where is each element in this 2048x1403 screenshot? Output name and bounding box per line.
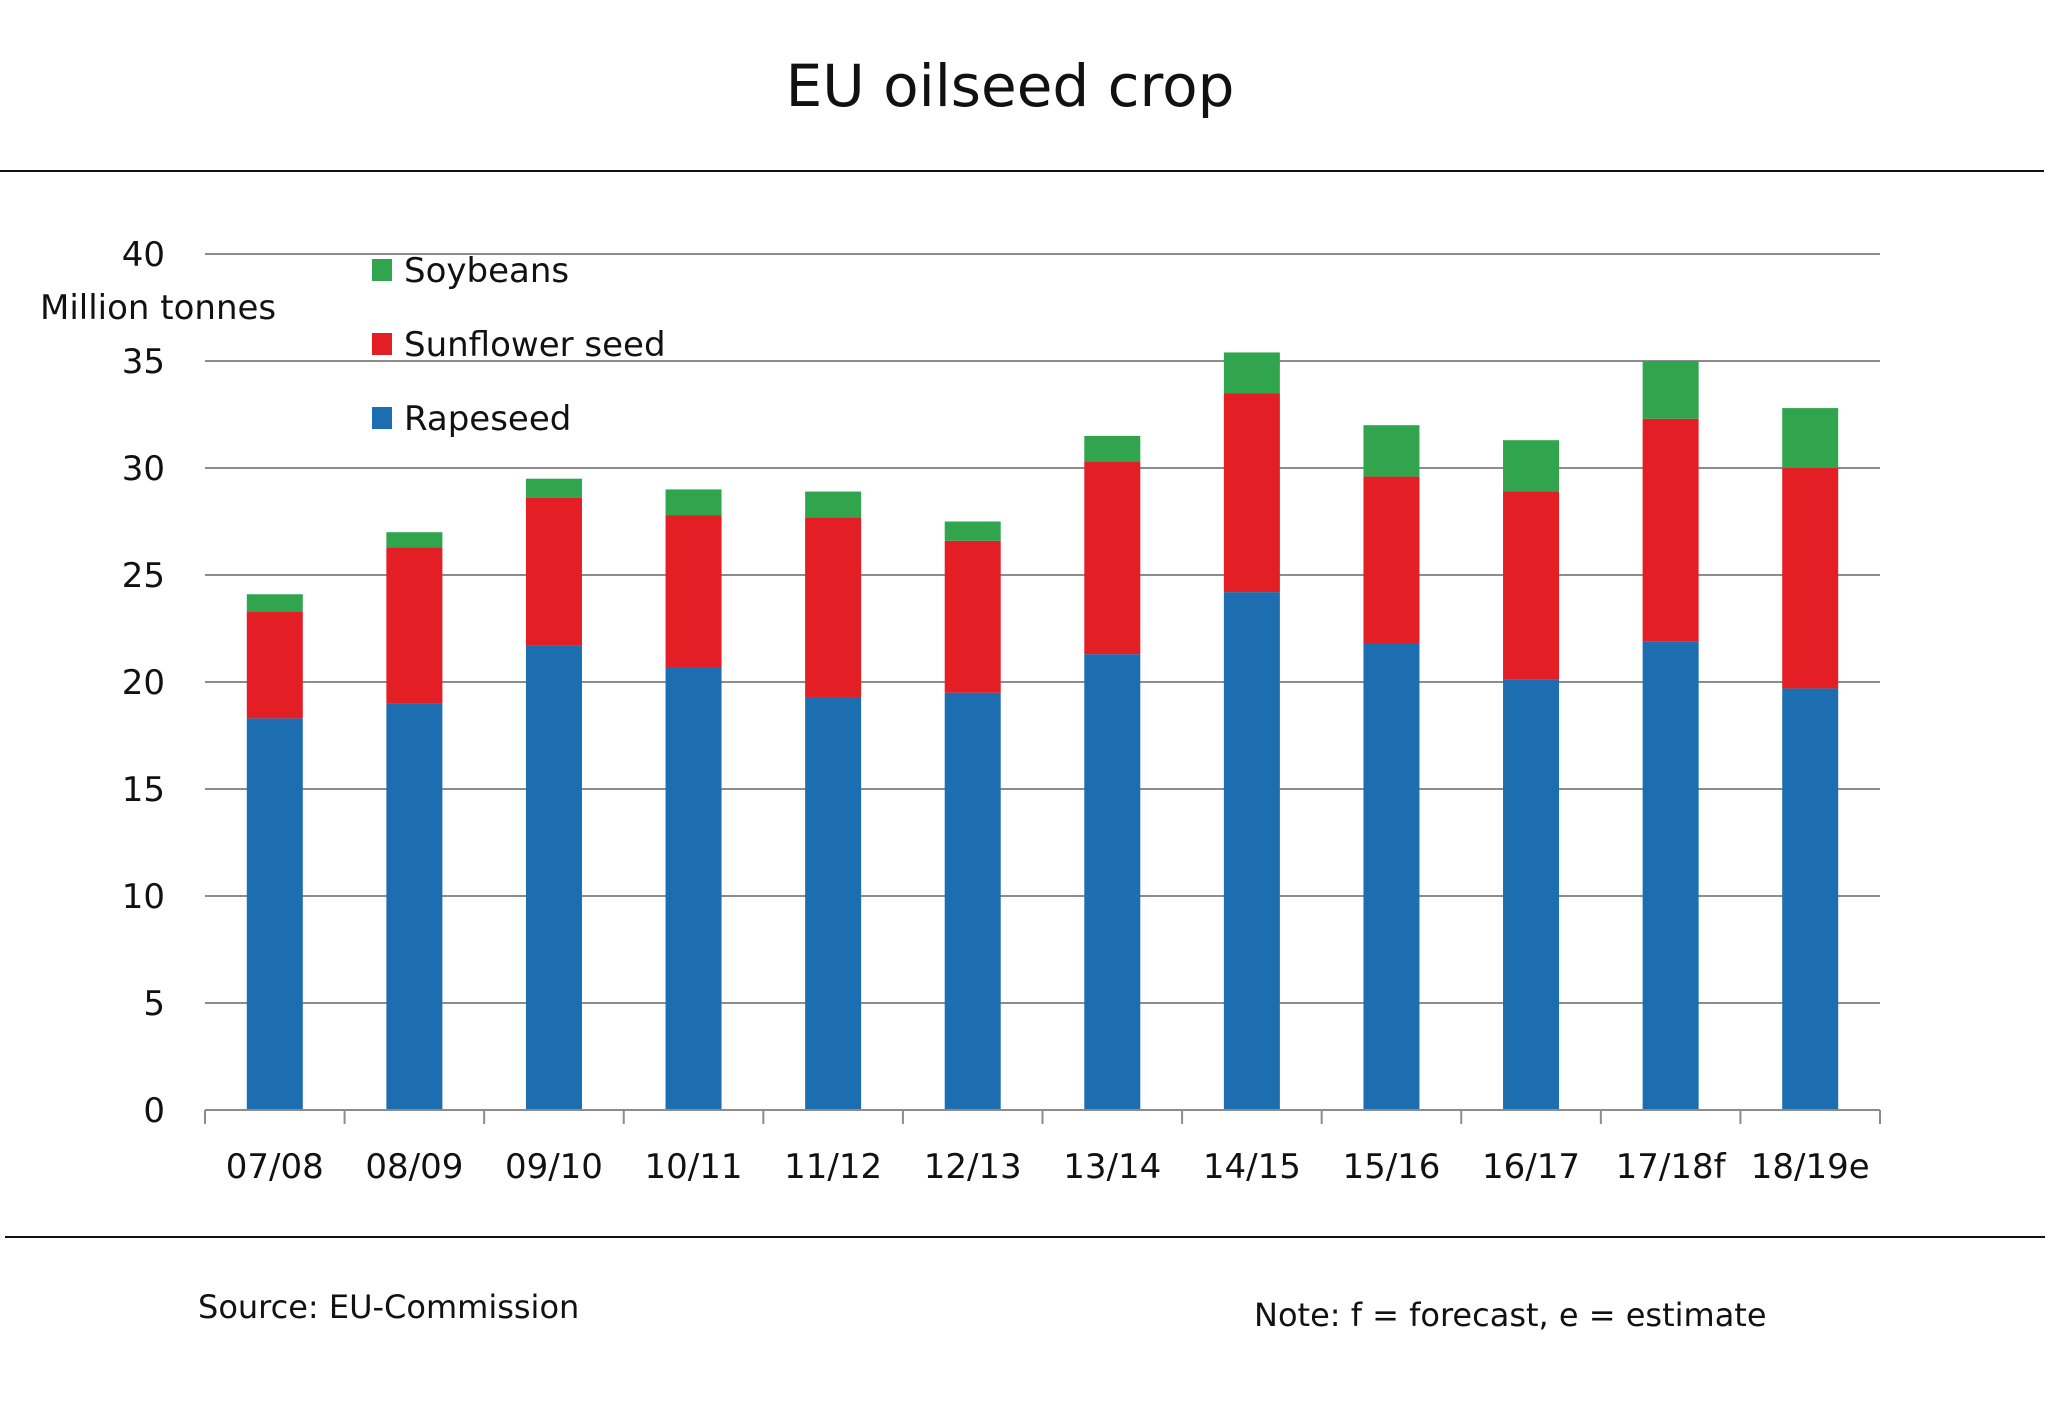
x-tick-label: 18/19e xyxy=(1751,1147,1870,1187)
x-tick-label: 16/17 xyxy=(1482,1147,1580,1187)
bar-rapeseed xyxy=(1503,679,1560,1110)
bar-sunflower-seed xyxy=(525,497,582,646)
bar-sunflower-seed xyxy=(665,515,722,668)
gridlines xyxy=(205,253,1880,1004)
bar-sunflower-seed xyxy=(1363,476,1420,644)
bar-soybeans xyxy=(1503,440,1560,492)
bar-soybeans xyxy=(1642,361,1699,419)
x-tick-label: 14/15 xyxy=(1203,1147,1301,1187)
y-axis-label: Million tonnes xyxy=(40,288,276,328)
legend-label: Soybeans xyxy=(404,251,569,291)
bar-rapeseed xyxy=(525,645,582,1110)
bar-sunflower-seed xyxy=(1084,461,1141,655)
bar-rapeseed xyxy=(665,667,722,1110)
bottom-divider xyxy=(5,1236,2045,1238)
bar-soybeans xyxy=(944,521,1001,541)
top-divider xyxy=(0,170,2044,172)
y-tick-label: 20 xyxy=(122,663,165,703)
y-tick-label: 25 xyxy=(122,556,165,596)
y-tick-labels: 0 5 10 15 20 25 30 35 40 xyxy=(122,235,165,1131)
x-tick-label: 08/09 xyxy=(365,1147,463,1187)
bar-rapeseed xyxy=(1782,688,1839,1110)
legend-swatch xyxy=(372,333,392,355)
y-tick-label: 15 xyxy=(122,770,165,810)
x-tick-label: 12/13 xyxy=(924,1147,1022,1187)
bar-rapeseed xyxy=(1363,643,1420,1110)
bar-soybeans xyxy=(1363,425,1420,477)
bar-rapeseed xyxy=(1642,641,1699,1110)
bar-soybeans xyxy=(805,491,862,518)
bar-soybeans xyxy=(1084,435,1141,462)
bar-soybeans xyxy=(386,532,443,548)
legend-swatch xyxy=(372,407,392,429)
legend-label: Sunflower seed xyxy=(404,325,666,365)
chart-title: EU oilseed crop xyxy=(785,52,1235,120)
bar-sunflower-seed xyxy=(386,547,443,704)
bar-soybeans xyxy=(665,489,722,516)
source-note: Source: EU-Commission xyxy=(198,1288,580,1326)
bar-rapeseed xyxy=(805,696,862,1110)
y-tick-label: 10 xyxy=(122,877,165,917)
bar-sunflower-seed xyxy=(1503,491,1560,680)
bar-soybeans xyxy=(1223,352,1280,394)
y-tick-label: 5 xyxy=(143,984,165,1024)
axes xyxy=(204,1109,1881,1124)
legend: Soybeans Sunflower seed Rapeseed xyxy=(372,251,666,439)
bar-soybeans xyxy=(1782,408,1839,468)
legend-label: Rapeseed xyxy=(404,399,571,439)
bars xyxy=(246,352,1839,1110)
footnote: Note: f = forecast, e = estimate xyxy=(1254,1296,1767,1334)
x-tick-label: 11/12 xyxy=(784,1147,882,1187)
bar-sunflower-seed xyxy=(944,540,1001,693)
bar-sunflower-seed xyxy=(246,611,303,719)
y-tick-label: 40 xyxy=(122,235,165,275)
x-tick-label: 17/18f xyxy=(1616,1147,1727,1187)
bar-soybeans xyxy=(246,594,303,612)
x-tick-label: 09/10 xyxy=(505,1147,603,1187)
y-tick-label: 0 xyxy=(143,1091,165,1131)
x-tick-label: 13/14 xyxy=(1063,1147,1161,1187)
bar-rapeseed xyxy=(1223,592,1280,1110)
legend-swatch xyxy=(372,259,392,281)
bar-sunflower-seed xyxy=(805,517,862,697)
y-tick-label: 30 xyxy=(122,449,165,489)
bar-rapeseed xyxy=(386,703,443,1110)
bar-sunflower-seed xyxy=(1642,418,1699,642)
x-tick-labels: 07/08 08/09 09/10 10/11 11/12 12/13 13/14 14/15… xyxy=(226,1147,1870,1187)
x-tick-label: 15/16 xyxy=(1342,1147,1440,1187)
bar-rapeseed xyxy=(246,718,303,1110)
bar-rapeseed xyxy=(944,692,1001,1110)
bar-soybeans xyxy=(525,478,582,498)
bar-sunflower-seed xyxy=(1782,468,1839,689)
bar-rapeseed xyxy=(1084,654,1141,1110)
bar-sunflower-seed xyxy=(1223,393,1280,593)
x-tick-label: 10/11 xyxy=(645,1147,743,1187)
y-tick-label: 35 xyxy=(122,342,165,382)
x-tick-label: 07/08 xyxy=(226,1147,324,1187)
